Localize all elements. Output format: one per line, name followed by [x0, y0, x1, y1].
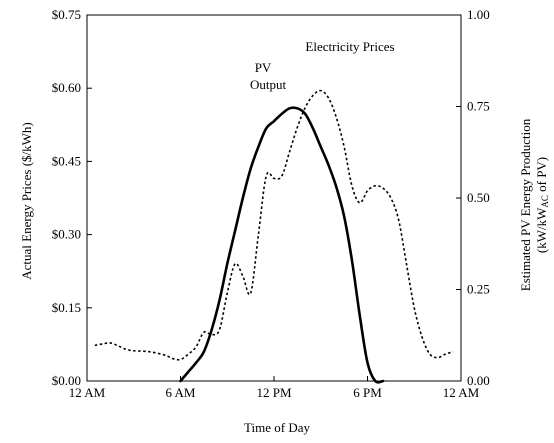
y-right-tick-label: 1.00 [467, 7, 490, 22]
plot-area [94, 89, 454, 384]
y-right-axis-title-part-a: (kW/kW [534, 207, 549, 253]
x-tick-label: 6 AM [166, 385, 196, 400]
x-tick-label: 12 PM [256, 385, 291, 400]
x-tick-label: 6 PM [353, 385, 382, 400]
x-tick-label: 12 AM [443, 385, 480, 400]
plot-frame [86, 14, 462, 382]
y-left-tick-label: $0.00 [52, 373, 81, 388]
pv-annotation-line1: PV [255, 60, 272, 75]
y-right-axis-title-line2: (kW/kWAC of PV) [534, 157, 550, 253]
y-right-axis-title-subscript: AC [540, 195, 550, 208]
labels: PV Output Electricity Prices Time of Day… [19, 39, 550, 435]
x-tick-label: 12 AM [69, 385, 106, 400]
y-right-tick-label: 0.00 [467, 373, 490, 388]
electricity-price-line [94, 89, 454, 361]
y-right-axis-title-line1: Estimated PV Energy Production [518, 118, 533, 291]
y-left-axis-title: Actual Energy Prices ($/kWh) [19, 122, 34, 280]
y-left-tick-label: $0.60 [52, 80, 81, 95]
pv-output-line [179, 106, 385, 384]
x-axis-title: Time of Day [244, 420, 310, 435]
y-right-tick-label: 0.25 [467, 282, 490, 297]
y-left-tick-label: $0.45 [52, 153, 81, 168]
y-right-axis-title-part-b: of PV) [534, 157, 549, 195]
y-left-tick-label: $0.30 [52, 227, 81, 242]
y-left-tick-label: $0.15 [52, 300, 81, 315]
y-right-tick-label: 0.50 [467, 190, 490, 205]
axes: $0.00 $0.15 $0.30 $0.45 $0.60 $0.75 0.00 0.25 0.… [52, 7, 490, 400]
price-annotation: Electricity Prices [305, 39, 394, 54]
pv-annotation-line2: Output [250, 77, 287, 92]
y-right-tick-label: 0.75 [467, 99, 490, 114]
y-left-tick-label: $0.75 [52, 7, 81, 22]
